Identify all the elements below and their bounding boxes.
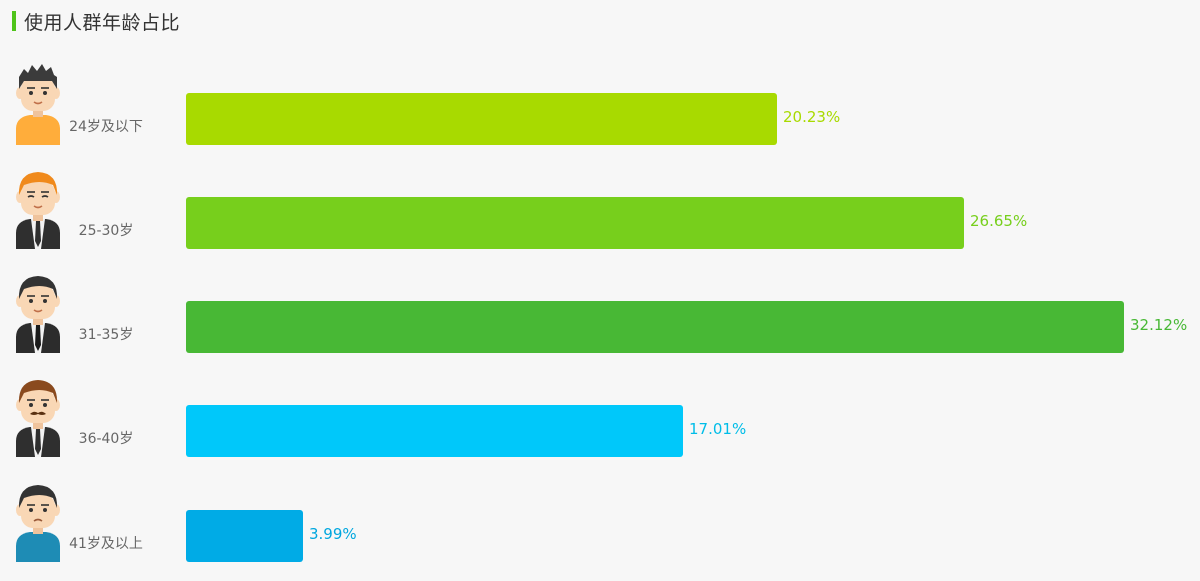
ginger-man-suit-icon <box>16 172 60 249</box>
bar-row: 24岁及以下 20.23% <box>0 64 1200 163</box>
chart-title: 使用人群年龄占比 <box>24 11 181 34</box>
bar <box>186 301 1124 353</box>
bar <box>186 405 683 457</box>
value-label: 26.65% <box>970 212 1028 230</box>
bar <box>186 93 777 145</box>
value-label: 17.01% <box>689 420 747 438</box>
older-man-blue-shirt-icon <box>16 485 60 562</box>
category-label: 36-40岁 <box>78 431 134 447</box>
value-label: 3.99% <box>309 525 357 543</box>
man-black-suit-icon <box>16 276 60 353</box>
young-man-yellow-shirt-icon <box>16 64 60 145</box>
bar-row: 36-40岁 17.01% <box>0 380 1200 475</box>
bar-row: 41岁及以上 3.99% <box>0 485 1200 580</box>
category-label: 24岁及以下 <box>69 119 143 135</box>
mustache-man-suit-icon <box>16 380 60 457</box>
category-label: 41岁及以上 <box>69 536 143 552</box>
category-label: 25-30岁 <box>78 223 134 239</box>
category-label: 31-35岁 <box>78 327 134 343</box>
bar <box>186 510 303 562</box>
chart-header: 使用人群年龄占比 <box>12 10 181 34</box>
value-label: 32.12% <box>1130 316 1188 334</box>
bar-row: 25-30岁 26.65% <box>0 172 1200 267</box>
title-accent-bar <box>12 11 16 31</box>
bar <box>186 197 964 249</box>
bar-row: 31-35岁 32.12% <box>0 276 1200 371</box>
value-label: 20.23% <box>783 108 841 126</box>
